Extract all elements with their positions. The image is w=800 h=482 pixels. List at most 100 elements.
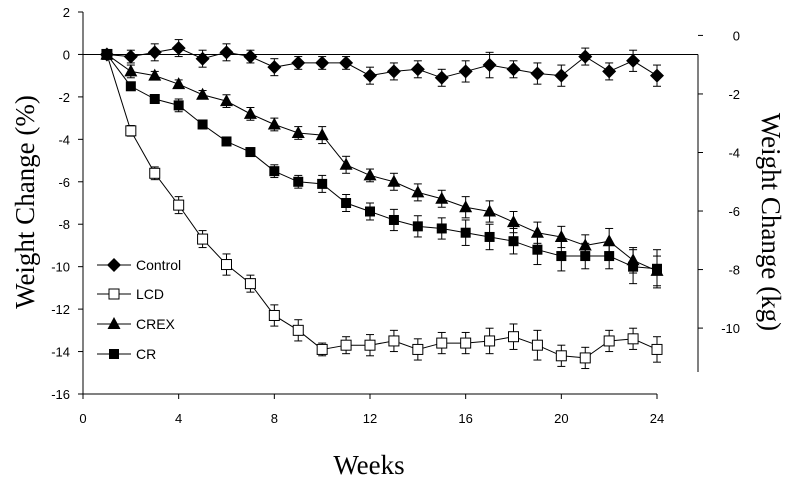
series-crex — [100, 47, 664, 287]
legend-item-cr: CR — [97, 346, 156, 362]
x-axis-title: Weeks — [333, 450, 404, 480]
y-tick-label: -2 — [58, 90, 70, 105]
y2-tick-label: -2 — [728, 87, 740, 102]
data-point-crex — [459, 200, 473, 213]
data-point-cr — [149, 94, 160, 105]
data-point-control — [530, 66, 545, 81]
data-point-crex — [554, 229, 568, 242]
y-tick-label: -8 — [58, 217, 70, 232]
data-point-cr — [508, 236, 519, 247]
legend-marker-crex — [107, 317, 121, 329]
data-point-crex — [315, 128, 329, 141]
data-point-crex — [387, 174, 401, 187]
data-point-crex — [124, 64, 138, 77]
data-point-crex — [148, 68, 162, 81]
data-point-lcd — [579, 352, 591, 364]
data-point-lcd — [508, 331, 519, 343]
data-point-cr — [173, 100, 184, 111]
data-point-control — [339, 55, 354, 70]
legend: Control LCD CREX CR — [97, 257, 181, 362]
data-point-control — [195, 51, 210, 66]
y2-tick-label: -8 — [728, 263, 740, 278]
data-point-crex — [196, 87, 210, 100]
series-line-control — [106, 47, 658, 79]
data-point-lcd — [173, 199, 185, 211]
data-point-lcd — [292, 324, 304, 336]
data-point-control — [386, 64, 401, 79]
data-point-control — [219, 45, 234, 60]
x-tick-label: 0 — [79, 411, 86, 426]
data-point-control — [602, 64, 617, 79]
legend-marker-control — [107, 258, 121, 272]
legend-marker-cr — [109, 349, 119, 359]
data-point-lcd — [340, 339, 352, 351]
data-point-lcd — [388, 335, 400, 347]
data-point-control — [458, 64, 473, 79]
data-point-cr — [365, 206, 375, 217]
x-tick-label: 24 — [650, 411, 664, 426]
data-point-crex — [291, 125, 305, 138]
y-tick-label: 0 — [63, 47, 70, 62]
data-point-cr — [580, 251, 591, 262]
data-point-cr — [604, 251, 615, 262]
y-tick-label: -12 — [51, 302, 70, 317]
axes: 20-2-4-6-8-10-12-14-160 4 8 12 16 20 240-2-4-6… — [51, 5, 740, 426]
data-point-control — [147, 45, 162, 60]
data-point-cr — [341, 198, 352, 208]
y-axis-title: Weight Change (%) — [10, 95, 40, 309]
data-point-crex — [411, 185, 425, 198]
x-tick-label: 4 — [175, 411, 182, 426]
data-point-cr — [101, 49, 112, 60]
data-point-lcd — [125, 125, 137, 137]
y-tick-label: -14 — [51, 345, 70, 360]
data-point-cr — [293, 176, 304, 187]
data-point-cr — [317, 178, 328, 189]
data-point-cr — [628, 261, 639, 272]
legend-item-lcd: LCD — [97, 286, 164, 302]
y-tick-label: -16 — [51, 387, 70, 402]
data-point-cr — [221, 136, 232, 147]
data-point-lcd — [412, 343, 424, 355]
legend-label-cr: CR — [136, 346, 156, 362]
data-point-control — [410, 62, 425, 77]
series-cr — [101, 49, 662, 289]
data-point-crex — [267, 117, 281, 130]
data-point-control — [578, 49, 593, 64]
data-point-cr — [436, 223, 447, 234]
series-line-cr — [106, 54, 658, 270]
data-point-lcd — [651, 343, 663, 355]
legend-item-crex: CREX — [97, 316, 176, 332]
data-point-control — [506, 62, 521, 77]
legend-item-control: Control — [97, 257, 181, 273]
y2-tick-label: 0 — [733, 28, 740, 43]
x-tick-label: 8 — [271, 411, 278, 426]
data-point-cr — [460, 227, 471, 238]
data-point-control — [267, 60, 282, 75]
data-point-cr — [269, 166, 280, 177]
data-point-cr — [388, 214, 399, 225]
series-line-crex — [106, 54, 658, 272]
data-point-lcd — [268, 309, 280, 321]
data-point-lcd — [244, 278, 256, 290]
data-point-crex — [507, 215, 520, 228]
data-point-lcd — [460, 337, 472, 349]
y2-tick-label: -10 — [721, 321, 740, 336]
data-point-control — [291, 55, 306, 70]
data-point-crex — [483, 204, 497, 217]
series-lcd — [101, 48, 663, 370]
data-point-control — [243, 49, 258, 64]
data-point-crex — [339, 157, 353, 170]
data-point-lcd — [603, 335, 615, 347]
data-point-lcd — [221, 259, 232, 271]
data-point-lcd — [555, 350, 567, 362]
legend-label-control: Control — [136, 257, 181, 273]
legend-marker-lcd — [108, 288, 120, 300]
data-point-cr — [532, 244, 543, 255]
data-point-lcd — [364, 339, 376, 351]
data-point-control — [363, 68, 377, 83]
y2-tick-label: -4 — [728, 145, 740, 160]
y2-tick-label: -6 — [728, 204, 740, 219]
y-tick-label: 2 — [63, 5, 70, 20]
data-point-cr — [245, 147, 256, 158]
